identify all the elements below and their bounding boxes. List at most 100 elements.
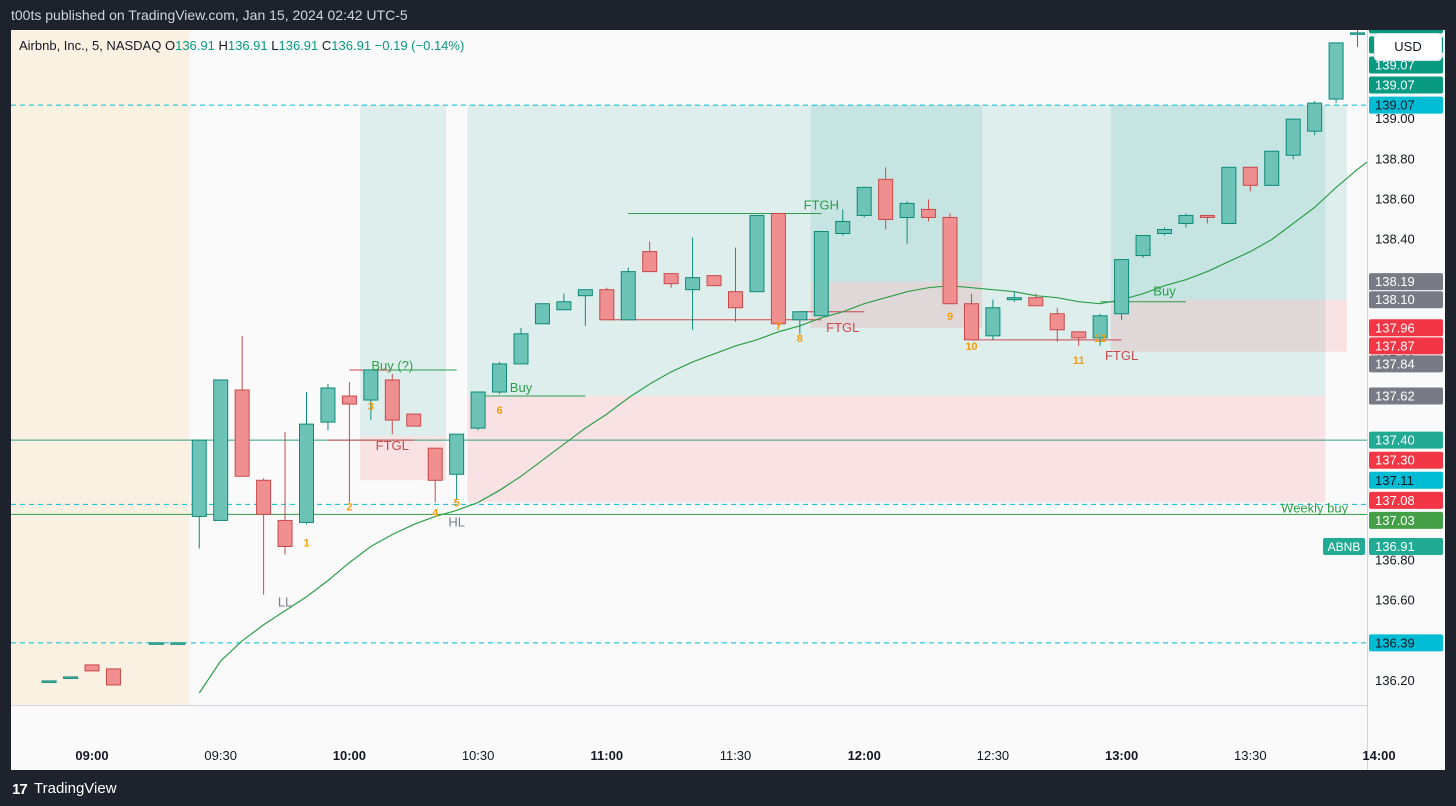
candle-body xyxy=(1242,166,1258,186)
position-stop-zone xyxy=(1110,299,1347,352)
price-label-tag xyxy=(1369,291,1443,309)
price-label-text: 139.07 xyxy=(1375,57,1415,72)
chart-annotation: 12 xyxy=(1094,333,1106,345)
tradingview-logo-icon[interactable]: 17 xyxy=(12,781,28,798)
candle-body xyxy=(105,668,121,686)
candle-body xyxy=(1328,42,1344,100)
candle-body xyxy=(427,447,443,481)
ohlc-legend: Airbnb, Inc., 5, NASDAQ O136.91 H136.91 … xyxy=(19,38,464,53)
price-label-text: 137.11 xyxy=(1375,473,1414,488)
price-label-text: 136.91 xyxy=(1375,539,1415,554)
candle-body xyxy=(1092,315,1108,339)
time-tick-label: 12:00 xyxy=(848,748,881,763)
candle-body xyxy=(556,301,572,311)
candle-body xyxy=(963,303,979,341)
price-label-text: 139.07 xyxy=(1375,98,1415,113)
price-label-text: 138.19 xyxy=(1375,274,1415,289)
candle-body xyxy=(685,277,701,291)
position-stop-zone xyxy=(467,396,1326,503)
publish-bar: t00ts published on TradingView.com, Jan … xyxy=(0,0,1456,30)
tradingview-brand[interactable]: TradingView xyxy=(34,780,117,797)
premarket-shade xyxy=(11,30,191,705)
time-tick-label: 10:00 xyxy=(333,748,366,763)
legend-close-value: 136.91 xyxy=(331,38,372,53)
price-label-text: 138.10 xyxy=(1375,292,1415,307)
price-label-tag xyxy=(1369,355,1443,373)
price-label-tag xyxy=(1369,337,1443,355)
price-label-text: 137.40 xyxy=(1375,433,1415,448)
price-label-text: 137.03 xyxy=(1375,513,1415,528)
candle-body xyxy=(1157,228,1172,235)
candle-body xyxy=(770,212,786,325)
time-tick-label: 11:00 xyxy=(591,748,624,763)
candle-body xyxy=(899,202,915,218)
time-tick-label: 13:00 xyxy=(1105,748,1138,763)
price-label-tag xyxy=(1369,30,1443,34)
chart-annotation: Buy (?) xyxy=(371,358,413,373)
chart-annotation: 10 xyxy=(965,341,977,353)
candle-body xyxy=(835,220,851,235)
candle-body xyxy=(749,214,765,293)
price-label-tag xyxy=(1369,387,1443,405)
chart-annotation: FTGL xyxy=(1105,348,1138,363)
chart-annotation: LL xyxy=(278,595,292,610)
price-label-tag xyxy=(1369,76,1443,94)
price-label-text: 136.39 xyxy=(1375,635,1415,650)
candle-body xyxy=(985,307,1001,337)
chart-annotation: Weekly buy xyxy=(1281,500,1348,515)
candle-body xyxy=(1049,313,1065,331)
price-tick-label: 138.40 xyxy=(1375,232,1415,247)
position-profit-zone xyxy=(467,105,1326,397)
time-tick-label: 10:30 xyxy=(462,748,495,763)
chart-frame[interactable]: LL HL Buy (?) FTGL Buy FTGH FTGL Buy FTGL Weekly … xyxy=(11,30,1445,770)
legend-open-value: 136.91 xyxy=(175,38,215,53)
candle-body xyxy=(577,289,593,297)
publish-line: t00ts published on TradingView.com, Jan … xyxy=(11,7,408,23)
price-label-tag xyxy=(1369,96,1443,114)
price-label-text: 137.62 xyxy=(1375,389,1415,404)
candle-body xyxy=(449,433,465,475)
candle-body xyxy=(170,642,186,645)
time-tick-label: 11:30 xyxy=(720,748,752,763)
price-label-text: 137.30 xyxy=(1375,453,1415,468)
price-label-text: 139.08 xyxy=(1375,30,1415,32)
legend-high-value: 136.91 xyxy=(227,38,268,53)
candle-body xyxy=(878,178,894,220)
chart-annotation: 9 xyxy=(947,311,953,323)
candle-body xyxy=(213,379,229,521)
price-tick-label: 138.80 xyxy=(1375,151,1415,166)
price-label-tag xyxy=(1369,491,1443,509)
chart-annotation: Buy xyxy=(510,380,533,395)
chart-annotation: HL xyxy=(448,514,465,529)
chart-annotation: 3 xyxy=(368,401,374,413)
legend-low-label: L xyxy=(271,38,279,53)
legend-close-label: C xyxy=(321,38,332,53)
candle-body xyxy=(534,303,550,325)
candle-body xyxy=(1178,214,1194,224)
candle-body xyxy=(1221,166,1237,224)
candle-body xyxy=(942,216,958,305)
price-label-text: 137.08 xyxy=(1375,493,1415,508)
chart-annotation: FTGL xyxy=(826,320,859,335)
candle-body xyxy=(620,271,636,321)
time-tick-label: 13:30 xyxy=(1234,748,1267,763)
candle-body xyxy=(706,275,722,287)
candle-body xyxy=(921,208,937,218)
candle-body xyxy=(41,680,57,683)
price-label-tag xyxy=(1369,319,1443,337)
candle-body xyxy=(1350,32,1366,35)
candle-body xyxy=(728,291,743,309)
price-label-text: 137.84 xyxy=(1375,356,1415,371)
candle-body xyxy=(1028,297,1044,307)
candle-body xyxy=(299,423,314,523)
price-tick-label: 139.00 xyxy=(1375,111,1415,126)
candle-body xyxy=(191,439,207,517)
chart-annotation: 5 xyxy=(454,497,460,509)
candle-body xyxy=(1307,102,1323,132)
candle-body xyxy=(1199,214,1215,218)
price-label-text: 137.87 xyxy=(1375,338,1415,353)
candle-body xyxy=(663,273,679,285)
currency-button[interactable]: USD xyxy=(1374,33,1442,61)
